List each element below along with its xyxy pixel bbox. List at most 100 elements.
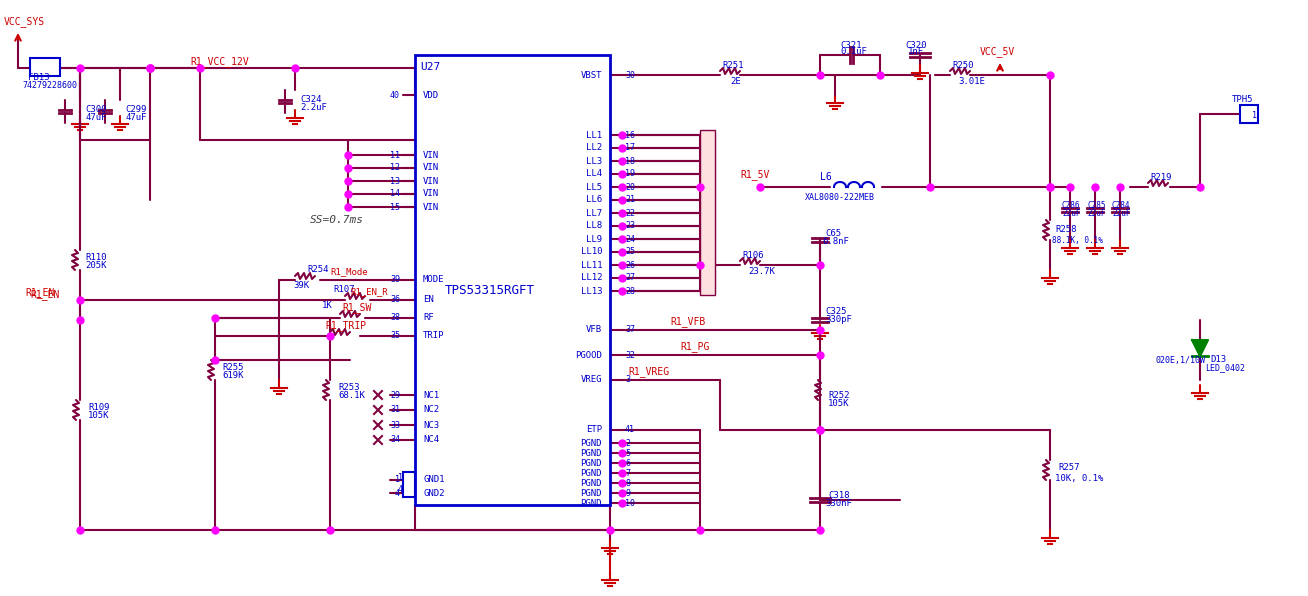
Text: 24: 24 (625, 234, 634, 244)
Text: NC2: NC2 (422, 405, 439, 414)
Text: 330nF: 330nF (825, 498, 852, 508)
Text: U27: U27 (420, 62, 441, 72)
Text: R251: R251 (722, 61, 743, 70)
Text: 13: 13 (390, 176, 400, 185)
Text: 105K: 105K (828, 399, 849, 408)
Text: R1_PG: R1_PG (680, 342, 709, 352)
Text: 47uF: 47uF (126, 113, 146, 123)
Text: VREG: VREG (581, 375, 602, 384)
Text: TRIP: TRIP (422, 331, 445, 340)
Text: 1: 1 (1252, 110, 1257, 120)
Text: 4: 4 (398, 486, 403, 495)
Text: 1: 1 (398, 473, 403, 482)
Text: VIN: VIN (422, 163, 439, 172)
Text: 2.2uF: 2.2uF (300, 104, 327, 113)
Text: LL2: LL2 (586, 144, 602, 153)
Text: 10: 10 (625, 498, 634, 508)
Text: 30: 30 (625, 70, 634, 79)
Text: TPH5: TPH5 (1232, 95, 1253, 104)
Text: C324: C324 (300, 95, 322, 104)
Text: C284: C284 (1112, 200, 1130, 210)
Text: 25: 25 (625, 247, 634, 256)
Text: 28: 28 (625, 287, 634, 296)
Text: VFB: VFB (586, 325, 602, 334)
Text: R1_SW: R1_SW (341, 303, 371, 313)
Text: C65: C65 (825, 228, 841, 237)
Text: FB13: FB13 (27, 73, 50, 82)
Text: VIN: VIN (422, 151, 439, 160)
Text: 8: 8 (625, 479, 630, 488)
Text: R253: R253 (337, 383, 360, 393)
Text: RF: RF (422, 313, 434, 322)
Bar (700, 130, 715, 295)
Text: NC3: NC3 (422, 421, 439, 430)
Bar (415, 55, 610, 505)
Text: PGND: PGND (581, 498, 602, 508)
Text: 41: 41 (625, 426, 634, 434)
Text: PGND: PGND (581, 439, 602, 448)
Text: 74279228600: 74279228600 (22, 82, 77, 91)
Text: 20: 20 (625, 182, 634, 191)
Bar (30, 58, 60, 76)
Text: R1_EN_R: R1_EN_R (351, 287, 387, 296)
Text: R255: R255 (222, 364, 243, 372)
Text: 21: 21 (625, 195, 634, 204)
Text: C325: C325 (825, 308, 846, 316)
Text: R1_Mode: R1_Mode (330, 268, 368, 277)
Text: 3.01E: 3.01E (957, 77, 985, 86)
Text: 33: 33 (390, 421, 400, 430)
Text: XAL8080-222MEB: XAL8080-222MEB (804, 194, 875, 203)
Text: 3: 3 (625, 375, 630, 384)
Text: 39K: 39K (293, 281, 309, 290)
Text: R257: R257 (1058, 464, 1079, 473)
Text: VDD: VDD (422, 91, 439, 100)
Text: ETP: ETP (586, 426, 602, 434)
Text: 2E: 2E (730, 77, 740, 86)
Text: PGND: PGND (581, 458, 602, 467)
Text: 29: 29 (390, 390, 400, 399)
Text: LL11: LL11 (581, 260, 602, 269)
Text: R1_VCC_12V: R1_VCC_12V (190, 57, 249, 67)
Text: R1_VREG: R1_VREG (628, 367, 670, 377)
Text: R109: R109 (88, 403, 110, 412)
Text: 4: 4 (395, 489, 400, 498)
Text: PGOOD: PGOOD (576, 350, 602, 359)
Text: 1nF: 1nF (908, 48, 925, 57)
Text: C300: C300 (85, 105, 106, 114)
Text: PGND: PGND (581, 479, 602, 488)
Text: 27: 27 (625, 274, 634, 283)
Text: TPS53315RGFT: TPS53315RGFT (445, 284, 535, 296)
Text: PGND: PGND (581, 449, 602, 458)
Text: 7: 7 (625, 468, 630, 477)
Bar (1240, 105, 1258, 123)
Text: LL12: LL12 (581, 274, 602, 283)
Text: LL13: LL13 (581, 287, 602, 296)
Text: 11: 11 (390, 151, 400, 160)
Text: 32: 32 (625, 350, 634, 359)
Text: 1K: 1K (322, 300, 332, 309)
Text: 0.1uF: 0.1uF (840, 48, 867, 57)
Text: C286: C286 (1062, 200, 1080, 210)
Text: LL3: LL3 (586, 157, 602, 166)
Text: C318: C318 (828, 491, 849, 499)
Text: NC1: NC1 (422, 390, 439, 399)
Text: R258: R258 (1056, 225, 1076, 234)
Text: L6: L6 (820, 172, 832, 182)
Text: 23.7K: 23.7K (748, 268, 774, 277)
Text: 6: 6 (625, 458, 630, 467)
Text: R110: R110 (85, 253, 106, 262)
Text: 22uF: 22uF (1112, 209, 1130, 218)
Text: 35: 35 (390, 331, 400, 340)
Text: 205K: 205K (85, 262, 106, 271)
Text: GND2: GND2 (422, 489, 445, 498)
Text: MODE: MODE (422, 275, 445, 284)
Text: R250: R250 (952, 61, 973, 70)
Text: LL6: LL6 (586, 195, 602, 204)
Text: R107: R107 (334, 285, 354, 294)
Polygon shape (1192, 340, 1209, 356)
Text: 15: 15 (390, 203, 400, 212)
Text: D13: D13 (1210, 355, 1226, 365)
Text: R252: R252 (828, 390, 849, 399)
Text: 47uF: 47uF (85, 113, 106, 123)
Text: VCC_5V: VCC_5V (980, 46, 1015, 57)
